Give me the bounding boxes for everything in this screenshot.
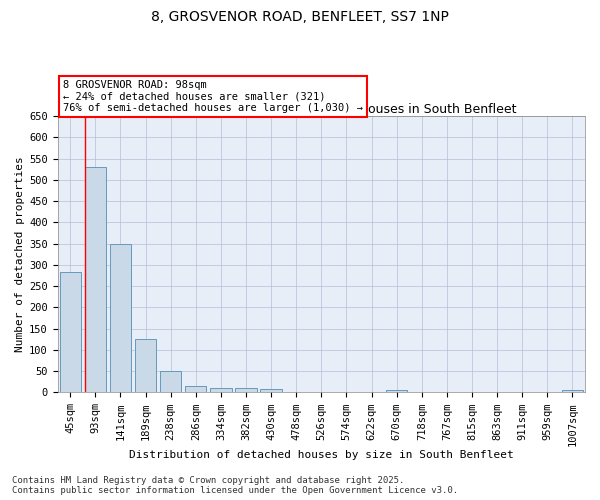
Bar — [85, 167, 106, 392]
Title: Size of property relative to detached houses in South Benfleet: Size of property relative to detached ho… — [126, 103, 517, 116]
Bar — [160, 371, 181, 392]
Bar — [135, 339, 156, 392]
Bar — [110, 244, 131, 392]
Bar — [210, 388, 232, 392]
X-axis label: Distribution of detached houses by size in South Benfleet: Distribution of detached houses by size … — [129, 450, 514, 460]
Bar — [235, 388, 257, 392]
Bar — [562, 390, 583, 392]
Text: 8, GROSVENOR ROAD, BENFLEET, SS7 1NP: 8, GROSVENOR ROAD, BENFLEET, SS7 1NP — [151, 10, 449, 24]
Bar — [260, 390, 282, 392]
Bar — [59, 272, 81, 392]
Text: Contains HM Land Registry data © Crown copyright and database right 2025.
Contai: Contains HM Land Registry data © Crown c… — [12, 476, 458, 495]
Bar — [386, 390, 407, 392]
Bar — [185, 386, 206, 392]
Y-axis label: Number of detached properties: Number of detached properties — [15, 156, 25, 352]
Text: 8 GROSVENOR ROAD: 98sqm
← 24% of detached houses are smaller (321)
76% of semi-d: 8 GROSVENOR ROAD: 98sqm ← 24% of detache… — [63, 80, 363, 114]
